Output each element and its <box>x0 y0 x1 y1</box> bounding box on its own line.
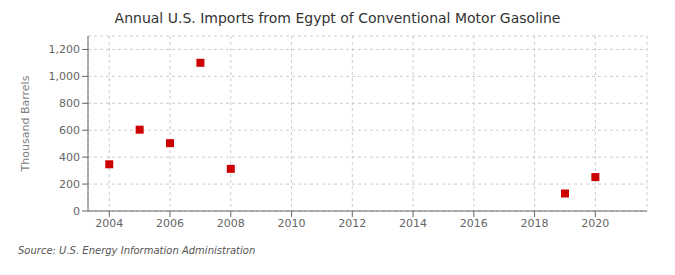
svg-text:2006: 2006 <box>156 217 184 230</box>
svg-text:2012: 2012 <box>338 217 366 230</box>
svg-text:2008: 2008 <box>217 217 245 230</box>
svg-text:400: 400 <box>59 151 80 164</box>
html-text:Annual U.S. Imports from Egypt: Annual U.S. Imports from Egypt of Conven… <box>114 10 561 26</box>
svg-text:800: 800 <box>59 97 80 110</box>
svg-text:2014: 2014 <box>399 217 427 230</box>
svg-text:1,000: 1,000 <box>49 70 81 83</box>
svg-text:200: 200 <box>59 178 80 191</box>
svg-text:2018: 2018 <box>521 217 549 230</box>
svg-text:1,200: 1,200 <box>49 43 81 56</box>
svg-text:2004: 2004 <box>95 217 123 230</box>
svg-text:2020: 2020 <box>581 217 609 230</box>
html-text:Source: U.S. Energy Informatio: Source: U.S. Energy Information Administ… <box>18 245 256 256</box>
svg-text:2010: 2010 <box>278 217 306 230</box>
svg-text:Thousand Barrels: Thousand Barrels <box>19 75 32 172</box>
svg-text:600: 600 <box>59 124 80 137</box>
svg-text:0: 0 <box>73 205 80 218</box>
svg-text:2016: 2016 <box>460 217 488 230</box>
